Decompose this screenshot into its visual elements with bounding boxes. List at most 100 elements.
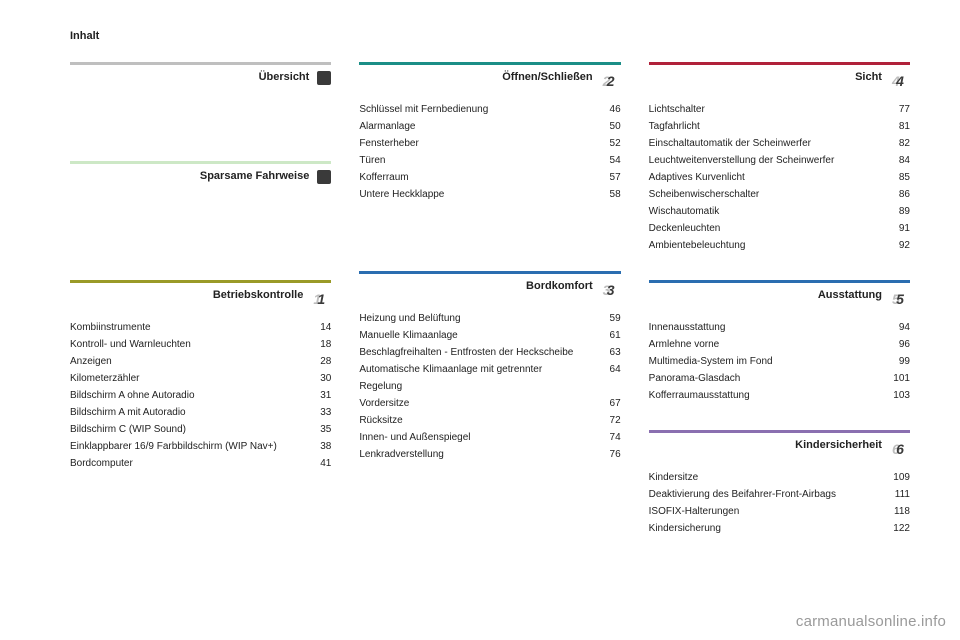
toc-entry-page: 14 xyxy=(303,319,331,336)
toc-entry-label: Tagfahrlicht xyxy=(649,118,882,135)
toc-entry-page: 99 xyxy=(882,353,910,370)
toc-entry: Fensterheber52 xyxy=(359,135,620,152)
toc-entry: Panorama-Glasdach101 xyxy=(649,370,910,387)
column-1: Übersicht Sparsame Fahrweise Betriebskon… xyxy=(70,62,331,563)
toc-entry: Innenausstattung94 xyxy=(649,319,910,336)
toc-entry: Bordcomputer41 xyxy=(70,455,331,472)
toc-entry-page: 46 xyxy=(593,101,621,118)
toc-entry-page: 77 xyxy=(882,101,910,118)
section-title: Kindersicherheit xyxy=(649,439,882,451)
toc-entry-label: Lichtschalter xyxy=(649,101,882,118)
toc-entry: Deckenleuchten91 xyxy=(649,220,910,237)
toc-entry-page: 103 xyxy=(882,387,910,404)
section-badge-icon xyxy=(317,170,331,184)
toc-entry-label: Kontroll- und Warnleuchten xyxy=(70,336,303,353)
toc-entry: Kontroll- und Warnleuchten18 xyxy=(70,336,331,353)
toc-entry-label: Alarmanlage xyxy=(359,118,592,135)
section-title: Übersicht xyxy=(70,71,309,83)
section-entries xyxy=(70,95,331,135)
toc-entry-page: 101 xyxy=(882,370,910,387)
section-title: Sicht xyxy=(649,71,882,83)
toc-entry: Alarmanlage50 xyxy=(359,118,620,135)
toc-entry-page: 33 xyxy=(303,404,331,421)
section-title: Betriebskontrolle xyxy=(70,289,303,301)
toc-entry: Bildschirm C (WIP Sound)35 xyxy=(70,421,331,438)
toc-entry-label: Lenkradverstellung xyxy=(359,446,592,463)
toc-entry-label: Fensterheber xyxy=(359,135,592,152)
toc-entry: Kofferraumausstattung103 xyxy=(649,387,910,404)
toc-entry: Untere Heckklappe58 xyxy=(359,186,620,203)
toc-entry: Kilometerzähler30 xyxy=(70,370,331,387)
toc-entry-label: Armlehne vorne xyxy=(649,336,882,353)
page-title: Inhalt xyxy=(70,30,910,42)
section-entries: Innenausstattung94Armlehne vorne96Multim… xyxy=(649,319,910,404)
section-entries: Kindersitze109Deaktivierung des Beifahre… xyxy=(649,469,910,537)
section-fahrweise: Sparsame Fahrweise xyxy=(70,161,331,254)
toc-entry-label: Einschaltautomatik der Scheinwerfer xyxy=(649,135,882,152)
toc-entry: Scheibenwischerschalter86 xyxy=(649,186,910,203)
toc-entry-page: 74 xyxy=(593,429,621,446)
section-kinder: Kindersicherheit 6 6 Kindersitze109Deakt… xyxy=(649,430,910,537)
section-entries xyxy=(70,194,331,254)
toc-entry: Innen- und Außenspiegel74 xyxy=(359,429,620,446)
toc-entry-page: 30 xyxy=(303,370,331,387)
toc-entry: ISOFIX-Halterungen118 xyxy=(649,503,910,520)
toc-entry-label: Ambientebeleuchtung xyxy=(649,237,882,254)
toc-entry-page: 84 xyxy=(882,152,910,169)
toc-entry-page: 54 xyxy=(593,152,621,169)
toc-entry-label: Kofferraumausstattung xyxy=(649,387,882,404)
toc-entry-label: Deaktivierung des Beifahrer-Front-Airbag… xyxy=(649,486,882,503)
toc-entry-page: 64 xyxy=(593,361,621,378)
section-title: Bordkomfort xyxy=(359,280,592,292)
toc-entry-page: 28 xyxy=(303,353,331,370)
toc-entry: Deaktivierung des Beifahrer-Front-Airbag… xyxy=(649,486,910,503)
columns: Übersicht Sparsame Fahrweise Betriebskon… xyxy=(70,62,910,563)
section-badge-number: 1 1 xyxy=(311,289,331,309)
section-badge-number: 6 6 xyxy=(890,439,910,459)
toc-entry-page: 86 xyxy=(882,186,910,203)
toc-entry-label: Panorama-Glasdach xyxy=(649,370,882,387)
toc-entry-page: 50 xyxy=(593,118,621,135)
toc-entry-page: 118 xyxy=(882,503,910,520)
toc-entry-label: Deckenleuchten xyxy=(649,220,882,237)
toc-entry-label: Rücksitze xyxy=(359,412,592,429)
section-badge-number: 2 2 xyxy=(601,71,621,91)
toc-entry-page: 85 xyxy=(882,169,910,186)
section-sicht: Sicht 4 4 Lichtschalter77Tagfahrlicht81E… xyxy=(649,62,910,254)
toc-entry-label: Innen- und Außenspiegel xyxy=(359,429,592,446)
watermark: carmanualsonline.info xyxy=(796,613,946,630)
toc-entry-label: Kilometerzähler xyxy=(70,370,303,387)
toc-entry-label: Türen xyxy=(359,152,592,169)
toc-entry-page: 92 xyxy=(882,237,910,254)
toc-entry-label: Untere Heckklappe xyxy=(359,186,592,203)
toc-entry-label: Adaptives Kurvenlicht xyxy=(649,169,882,186)
toc-entry-label: Bildschirm C (WIP Sound) xyxy=(70,421,303,438)
toc-entry: Multimedia-System im Fond99 xyxy=(649,353,910,370)
toc-entry-page: 57 xyxy=(593,169,621,186)
toc-entry-label: Leuchtweitenverstellung der Scheinwerfer xyxy=(649,152,882,169)
toc-entry-page: 72 xyxy=(593,412,621,429)
toc-entry-label: Heizung und Belüftung xyxy=(359,310,592,327)
toc-entry-label: Vordersitze xyxy=(359,395,592,412)
toc-entry: Tagfahrlicht81 xyxy=(649,118,910,135)
toc-entry-label: Bildschirm A ohne Autoradio xyxy=(70,387,303,404)
toc-entry-page: 89 xyxy=(882,203,910,220)
section-uebersicht: Übersicht xyxy=(70,62,331,135)
toc-entry-page: 82 xyxy=(882,135,910,152)
toc-entry: Automatische Klimaanlage mit getrennter … xyxy=(359,361,620,395)
section-ausstattung: Ausstattung 5 5 Innenausstattung94Armleh… xyxy=(649,280,910,404)
toc-entry-label: Bildschirm A mit Autoradio xyxy=(70,404,303,421)
toc-entry-page: 61 xyxy=(593,327,621,344)
section-betrieb: Betriebskontrolle 1 1 Kombiinstrumente14… xyxy=(70,280,331,472)
toc-entry-page: 67 xyxy=(593,395,621,412)
toc-entry-page: 41 xyxy=(303,455,331,472)
toc-entry-page: 122 xyxy=(882,520,910,537)
toc-entry-label: ISOFIX-Halterungen xyxy=(649,503,882,520)
toc-entry: Kofferraum57 xyxy=(359,169,620,186)
toc-entry-label: Automatische Klimaanlage mit getrennter … xyxy=(359,361,592,395)
toc-entry: Schlüssel mit Fernbedienung46 xyxy=(359,101,620,118)
toc-entry-page: 109 xyxy=(882,469,910,486)
toc-entry: Bildschirm A ohne Autoradio31 xyxy=(70,387,331,404)
section-title: Ausstattung xyxy=(649,289,882,301)
section-badge-icon xyxy=(317,71,331,85)
